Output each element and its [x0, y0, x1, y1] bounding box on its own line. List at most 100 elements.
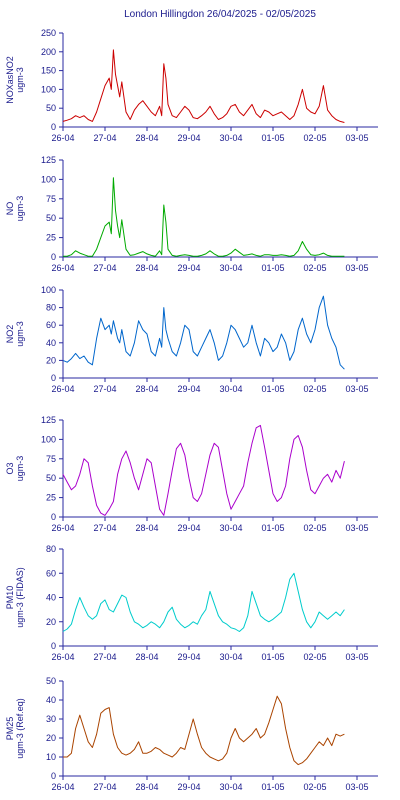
y-axis-label: ugm-3	[15, 196, 25, 222]
x-tick-label: 29-04	[177, 523, 200, 533]
x-tick-label: 27-04	[93, 652, 116, 662]
x-tick-label: 26-04	[51, 263, 74, 273]
x-tick-label: 29-04	[177, 782, 200, 792]
series-line	[62, 49, 345, 123]
x-tick-label: 01-05	[261, 523, 284, 533]
x-tick-label: 01-05	[261, 384, 284, 394]
series-line	[63, 177, 345, 257]
x-tick-label: 26-04	[51, 384, 74, 394]
x-tick-label: 28-04	[135, 652, 158, 662]
x-tick-label: 29-04	[177, 133, 200, 143]
y-tick-label: 150	[41, 66, 56, 76]
x-tick-label: 03-05	[345, 523, 368, 533]
chart-panel-1: 0 25 50 75 100 125 26-04 27-04 28-04 29-04 30-04 01…	[5, 155, 378, 273]
y-tick-label: 0	[51, 771, 56, 781]
x-tick-label: 03-05	[345, 133, 368, 143]
y-tick-label: 30	[46, 714, 56, 724]
y-tick-label: 80	[46, 303, 56, 313]
x-tick-label: 26-04	[51, 133, 74, 143]
y-tick-label: 20	[46, 733, 56, 743]
y-axis-label: ugm-3	[15, 67, 25, 93]
y-axis-label: ugm-3 (FIDAS)	[15, 567, 25, 628]
x-tick-label: 30-04	[219, 782, 242, 792]
x-tick-label: 02-05	[303, 133, 326, 143]
x-tick-label: 27-04	[93, 523, 116, 533]
y-axis-label: PM25	[5, 717, 15, 741]
y-tick-label: 100	[41, 285, 56, 295]
y-tick-label: 80	[46, 544, 56, 554]
x-tick-label: 30-04	[219, 523, 242, 533]
y-tick-label: 25	[46, 233, 56, 243]
y-tick-label: 60	[46, 320, 56, 330]
chart-panel-2: 0 20 40 60 80 100 26-04 27-04 28-04 29-04 30-04 01-…	[5, 285, 378, 394]
x-tick-label: 02-05	[303, 263, 326, 273]
x-tick-label: 30-04	[219, 652, 242, 662]
x-tick-label: 29-04	[177, 652, 200, 662]
x-tick-label: 27-04	[93, 133, 116, 143]
x-tick-label: 26-04	[51, 782, 74, 792]
y-tick-label: 25	[46, 493, 56, 503]
y-tick-label: 125	[41, 415, 56, 425]
y-tick-label: 40	[46, 338, 56, 348]
x-tick-label: 28-04	[135, 384, 158, 394]
x-tick-label: 03-05	[345, 384, 368, 394]
x-tick-label: 01-05	[261, 652, 284, 662]
x-tick-label: 03-05	[345, 652, 368, 662]
x-tick-label: 01-05	[261, 133, 284, 143]
x-tick-label: 02-05	[303, 523, 326, 533]
x-tick-label: 30-04	[219, 263, 242, 273]
y-axis-label: ugm-3	[15, 456, 25, 482]
y-tick-label: 40	[46, 695, 56, 705]
x-tick-label: 26-04	[51, 652, 74, 662]
y-tick-label: 200	[41, 47, 56, 57]
y-tick-label: 75	[46, 454, 56, 464]
x-tick-label: 28-04	[135, 263, 158, 273]
x-tick-label: 28-04	[135, 782, 158, 792]
y-axis-label: NO	[5, 202, 15, 216]
y-tick-label: 20	[46, 355, 56, 365]
y-tick-label: 50	[46, 473, 56, 483]
y-axis-label: O3	[5, 462, 15, 474]
y-tick-label: 100	[41, 434, 56, 444]
chart-panel-4: 0 20 40 60 80 26-04 27-04 28-04 29-04 30-04 01-05 0…	[5, 544, 378, 662]
y-tick-label: 250	[41, 28, 56, 38]
y-axis-label: PM10	[5, 586, 15, 610]
chart-panel-5: 0 10 20 30 40 50 26-04 27-04 28-04 29-04 30-04 01-0…	[5, 676, 378, 792]
x-tick-label: 03-05	[345, 782, 368, 792]
y-tick-label: 125	[41, 155, 56, 165]
y-tick-label: 100	[41, 174, 56, 184]
y-tick-label: 60	[46, 568, 56, 578]
y-tick-label: 0	[51, 122, 56, 132]
x-tick-label: 02-05	[303, 384, 326, 394]
x-tick-label: 27-04	[93, 263, 116, 273]
y-axis-label: ugm-3	[15, 321, 25, 347]
series-line	[63, 695, 345, 766]
y-tick-label: 0	[51, 512, 56, 522]
x-tick-label: 01-05	[261, 782, 284, 792]
y-tick-label: 10	[46, 752, 56, 762]
x-tick-label: 01-05	[261, 263, 284, 273]
y-tick-label: 50	[46, 213, 56, 223]
x-tick-label: 27-04	[93, 782, 116, 792]
y-tick-label: 50	[46, 676, 56, 686]
x-tick-label: 28-04	[135, 523, 158, 533]
y-tick-label: 20	[46, 617, 56, 627]
chart-panel-0: 0 50 100 150 200 250 26-04 27-04 28-04 29-04 30-04…	[5, 28, 378, 143]
y-axis-label: NO2	[5, 325, 15, 344]
x-tick-label: 02-05	[303, 652, 326, 662]
y-axis-label: NOXasNO2	[5, 56, 15, 104]
series-line	[62, 424, 345, 516]
x-tick-label: 29-04	[177, 263, 200, 273]
x-tick-label: 29-04	[177, 384, 200, 394]
chart-panel-3: 0 25 50 75 100 125 26-04 27-04 28-04 29-04 30-04 01…	[5, 415, 378, 533]
x-tick-label: 02-05	[303, 782, 326, 792]
y-axis-label: ugm-3 (Ref.eq)	[15, 698, 25, 759]
x-tick-label: 26-04	[51, 523, 74, 533]
page-title: London Hillingdon 26/04/2025 - 02/05/202…	[124, 9, 316, 20]
y-tick-label: 0	[51, 641, 56, 651]
series-line	[62, 295, 345, 370]
y-tick-label: 75	[46, 194, 56, 204]
x-tick-label: 30-04	[219, 384, 242, 394]
y-tick-label: 40	[46, 593, 56, 603]
